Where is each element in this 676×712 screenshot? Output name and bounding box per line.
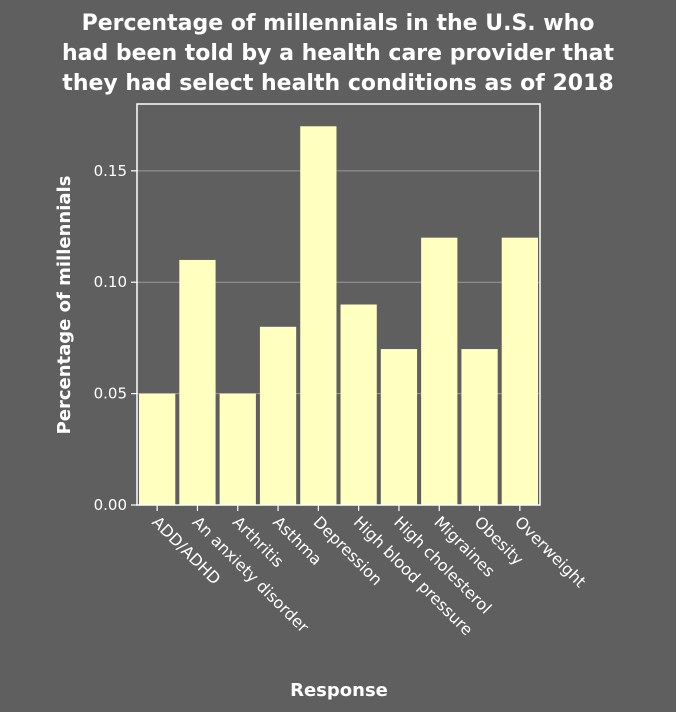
chart-title-line-1: Percentage of millennials in the U.S. wh…: [82, 11, 595, 36]
chart-title-line-3: they had select health conditions as of …: [62, 71, 613, 96]
x-axis-label: Response: [290, 680, 388, 701]
y-tick-label: 0.10: [94, 273, 127, 291]
bar: [259, 326, 297, 505]
chart-title: Percentage of millennials in the U.S. wh…: [62, 11, 615, 96]
bar: [340, 304, 377, 505]
bars: [139, 126, 538, 506]
y-tick-label: 0.00: [94, 496, 127, 514]
bar: [461, 349, 498, 505]
bar: [380, 349, 418, 505]
bar: [421, 237, 458, 505]
y-axis-label: Percentage of millennials: [54, 176, 75, 435]
bar: [300, 126, 337, 506]
bar: [139, 393, 176, 505]
y-axis: 0.00 0.05 0.10 0.15: [94, 162, 137, 514]
y-tick-label: 0.05: [94, 385, 127, 403]
chart-title-line-2: had been told by a health care provider …: [62, 41, 615, 66]
bar: [501, 237, 538, 505]
y-tick-label: 0.15: [94, 162, 127, 180]
bar: [219, 393, 256, 505]
plot-frame: [136, 103, 541, 506]
bar: [179, 259, 216, 505]
